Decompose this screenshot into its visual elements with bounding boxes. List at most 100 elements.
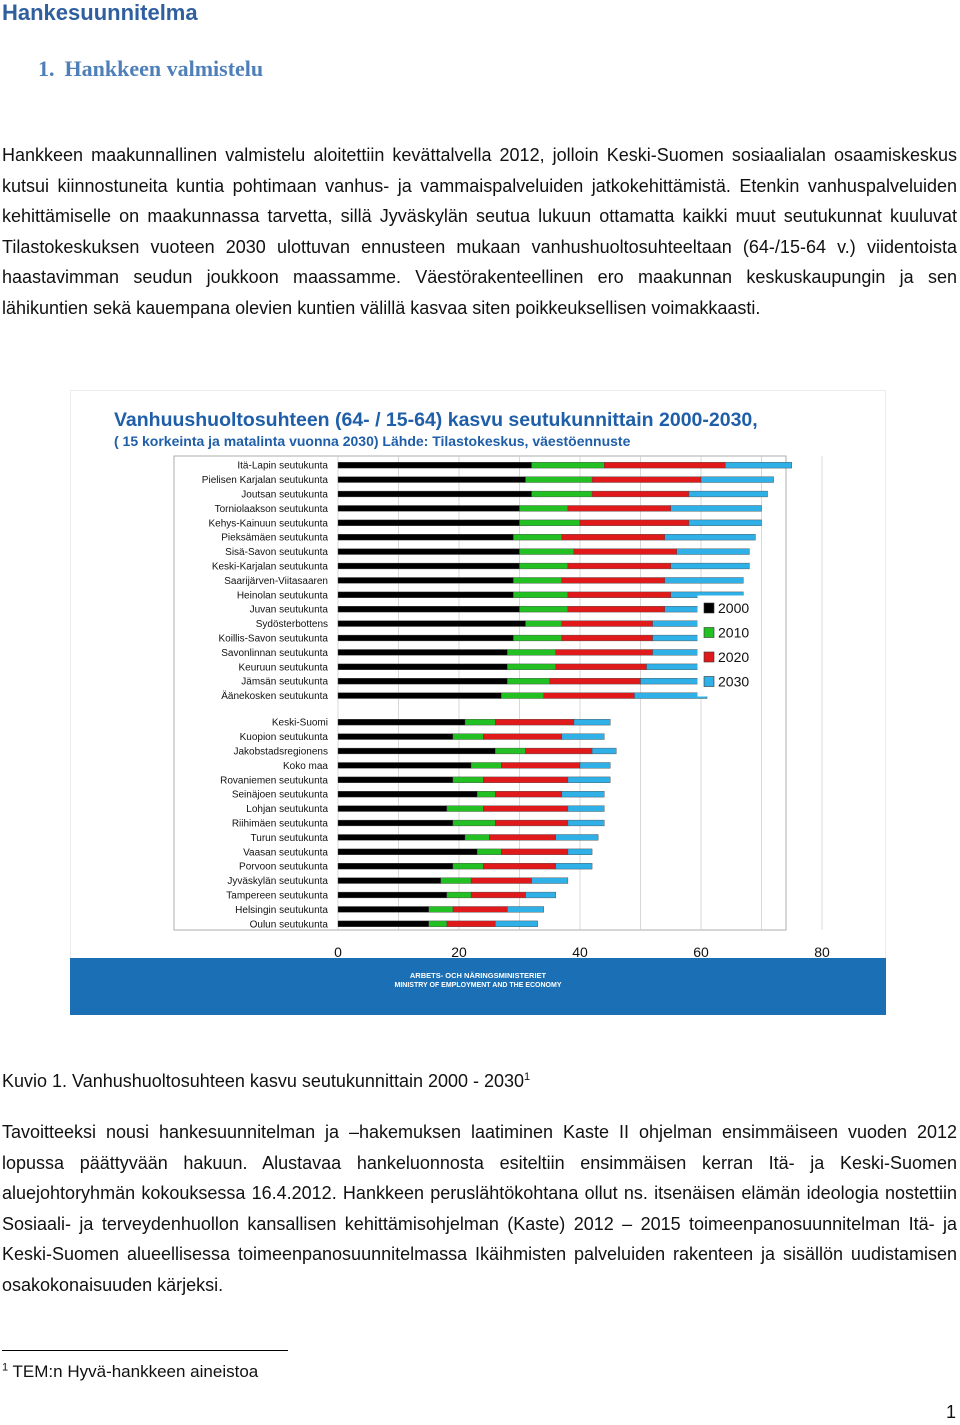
bar-segment-2030 [664, 534, 756, 541]
bar-segment-2000 [337, 906, 429, 913]
category-label: Heinolan seutukunta [237, 590, 329, 601]
bar-segment-2030 [567, 848, 593, 855]
category-label: Kuopion seutukunta [240, 732, 329, 743]
bar-segment-2000 [337, 805, 448, 812]
bar-segment-2000 [337, 606, 520, 613]
bar-segment-2010 [470, 762, 502, 769]
second-paragraph: Tavoitteeksi nousi hankesuunnitelman ja … [2, 1122, 957, 1295]
category-label: Pielisen Karjalan seutukunta [202, 475, 329, 486]
bar-segment-2030 [670, 562, 750, 570]
bar-segment-2010 [446, 891, 472, 899]
bar-segment-2010 [452, 776, 484, 783]
bar-segment-2020 [483, 776, 569, 783]
bar-segment-2010 [476, 791, 496, 798]
bar-segment-2000 [337, 920, 429, 927]
bar-segment-2020 [446, 920, 496, 927]
bar-segment-2020 [579, 519, 690, 526]
footnote-text: TEM:n Hyvä-hankkeen aineistoa [12, 1362, 259, 1381]
legend-swatch-2000 [703, 602, 715, 614]
category-label: Juvan seutukunta [250, 605, 329, 616]
category-label: Keski-Karjalan seutukunta [212, 562, 329, 573]
bar-segment-2030 [555, 863, 593, 870]
bar-segment-2020 [604, 462, 726, 469]
footer-ministry-en: MINISTRY OF EMPLOYMENT AND THE ECONOMY [395, 982, 562, 989]
bar-segment-2020 [495, 791, 563, 798]
bar-segment-2020 [495, 719, 575, 726]
bar-segment-2020 [591, 490, 690, 498]
bar-segment-2000 [337, 562, 520, 570]
bar-segment-2010 [513, 534, 563, 541]
category-label: Jyväskylän seutukunta [227, 876, 328, 887]
bar-segment-2010 [446, 805, 484, 812]
category-label: Helsingin seutukunta [235, 905, 328, 916]
footer-band [70, 958, 886, 1015]
bar-segment-2020 [567, 591, 671, 598]
legend-label-2020: 2020 [718, 649, 749, 665]
bar-segment-2000 [337, 747, 496, 755]
bar-segment-2020 [591, 476, 702, 483]
bar-segment-2010 [428, 920, 448, 927]
bar-segment-2000 [337, 834, 466, 841]
bar-segment-2020 [567, 505, 671, 512]
legend-swatch-2020 [703, 651, 715, 663]
bar-segment-2000 [337, 776, 454, 783]
bar-segment-2000 [337, 620, 526, 627]
bar-segment-2020 [483, 805, 569, 812]
category-label: Turun seutukunta [251, 833, 329, 844]
bar-segment-2010 [519, 548, 575, 555]
bar-segment-2010 [531, 462, 605, 469]
figure-caption: Kuvio 1. Vanhushuoltosuhteen kasvu seutu… [2, 1067, 530, 1095]
caption-text: Kuvio 1. Vanhushuoltosuhteen kasvu seutu… [2, 1071, 525, 1091]
category-label: Sydösterbottens [256, 619, 328, 630]
bar-segment-2030 [579, 762, 611, 769]
category-label: Vaasan seutukunta [243, 847, 328, 858]
legend: 2000 2010 2020 2030 [697, 595, 753, 697]
bar-segment-2000 [337, 534, 514, 541]
bar-segment-2010 [428, 906, 454, 913]
chart-title: Vanhuushuoltosuhteen (64- / 15-64) kasvu… [114, 409, 758, 431]
bar-segment-2010 [495, 747, 526, 755]
bar-segment-2030 [573, 719, 611, 726]
bar-segment-2000 [337, 649, 508, 656]
bar-segment-2020 [501, 762, 581, 769]
legend-label-2010: 2010 [718, 625, 749, 641]
bar-segment-2020 [495, 819, 569, 827]
bar-segment-2010 [525, 476, 593, 483]
bar-segment-2020 [470, 877, 532, 884]
bar-segment-2010 [464, 719, 496, 726]
bar-segment-2020 [573, 548, 678, 555]
category-label: Savonlinnan seutukunta [221, 648, 328, 659]
category-label: Koillis-Savon seutukunta [218, 634, 328, 645]
x-tick-label: 60 [693, 944, 709, 960]
bar-segment-2010 [519, 519, 581, 526]
legend-swatch-2010 [703, 627, 715, 638]
bar-segment-2000 [337, 505, 520, 512]
category-label: Riihimäen seutukunta [232, 819, 329, 830]
bar-segment-2000 [337, 490, 532, 498]
bar-segment-2020 [501, 848, 569, 855]
bar-segment-2020 [483, 733, 563, 740]
bar-segment-2030 [507, 906, 544, 913]
footnote-separator [2, 1350, 288, 1351]
bar-segment-2010 [507, 678, 550, 685]
category-label: Kehys-Kainuun seutukunta [208, 518, 328, 529]
intro-paragraph: Hankkeen maakunnallinen valmistelu aloit… [2, 145, 957, 318]
bar-segment-2030 [567, 805, 605, 812]
bar-segment-2030 [725, 462, 792, 469]
bar-segment-2020 [483, 863, 557, 870]
bar-marks [337, 462, 792, 927]
bar-segment-2030 [670, 505, 762, 512]
category-label: Jämsän seutukunta [241, 677, 328, 688]
section-heading: 1. Hankkeen valmistelu [38, 56, 263, 82]
bar-segment-2030 [676, 548, 750, 555]
x-tick-labels: 0 20 40 60 80 [334, 944, 830, 960]
bar-segment-2030 [555, 834, 599, 841]
bar-segment-2030 [531, 877, 569, 884]
category-label: Rovaniemen seutukunta [220, 775, 328, 786]
bar-segment-2020 [561, 634, 653, 642]
bar-segment-2020 [452, 906, 508, 913]
bar-segment-2020 [489, 834, 557, 841]
category-label: Lohjan seutukunta [246, 804, 328, 815]
bar-segment-2000 [337, 548, 520, 555]
caption-footnote-ref: 1 [524, 1071, 531, 1083]
